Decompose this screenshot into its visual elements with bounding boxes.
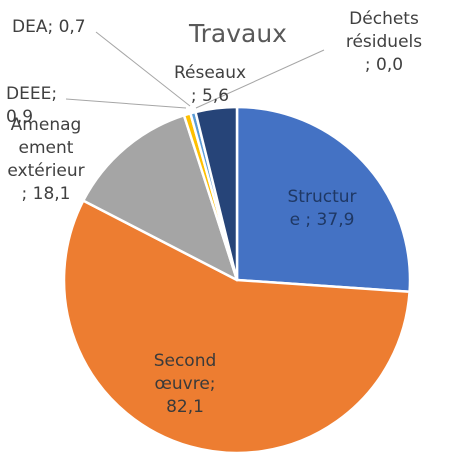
label-amenagement-exterieur: Amenag ement extérieur ; 18,1	[7, 115, 84, 204]
label-dechets-residuels: Déchets résiduels ; 0,0	[346, 9, 422, 75]
label-line: ; 0,0	[365, 55, 403, 75]
leader-line-deee	[65, 98, 187, 109]
slice-structure	[235, 105, 412, 294]
label-dea: DEA; 0,7	[12, 17, 86, 37]
label-structure: Structur e ; 37,9	[288, 187, 357, 230]
leader-line-dea	[95, 31, 191, 107]
slice-amenagement-exterieur	[82, 114, 239, 282]
label-line: e ; 37,9	[290, 210, 355, 230]
label-line: DEA; 0,7	[12, 17, 86, 37]
label-line: Structur	[288, 187, 357, 207]
slice-second-oeuvre	[62, 199, 411, 455]
label-line: œuvre;	[154, 374, 215, 394]
label-line: ; 18,1	[22, 184, 71, 204]
label-line: DEEE;	[6, 84, 57, 104]
leader-line-dechets-residuels	[195, 49, 325, 109]
label-line: résiduels	[346, 32, 422, 52]
label-line: Réseaux	[174, 63, 246, 83]
label-line: Amenag	[11, 115, 82, 135]
label-deee: DEEE; 0,9	[6, 84, 57, 127]
chart-title: Travaux	[188, 19, 287, 48]
leader-lines	[65, 31, 325, 109]
label-line: ; 5,6	[191, 86, 229, 106]
label-second-oeuvre: Second œuvre; 82,1	[154, 351, 217, 417]
pie-slices	[62, 105, 412, 455]
label-line: 0,9	[6, 107, 33, 127]
label-line: 82,1	[166, 397, 204, 417]
label-reseaux: Réseaux ; 5,6	[174, 63, 246, 106]
slice-labels: Structur e ; 37,9 Second œuvre; 82,1 Amenag em…	[6, 9, 422, 417]
label-line: extérieur	[7, 161, 84, 181]
slice-reseaux	[194, 105, 239, 282]
label-line: ement	[19, 138, 74, 158]
label-line: Déchets	[349, 9, 419, 29]
label-line: Second	[154, 351, 217, 371]
